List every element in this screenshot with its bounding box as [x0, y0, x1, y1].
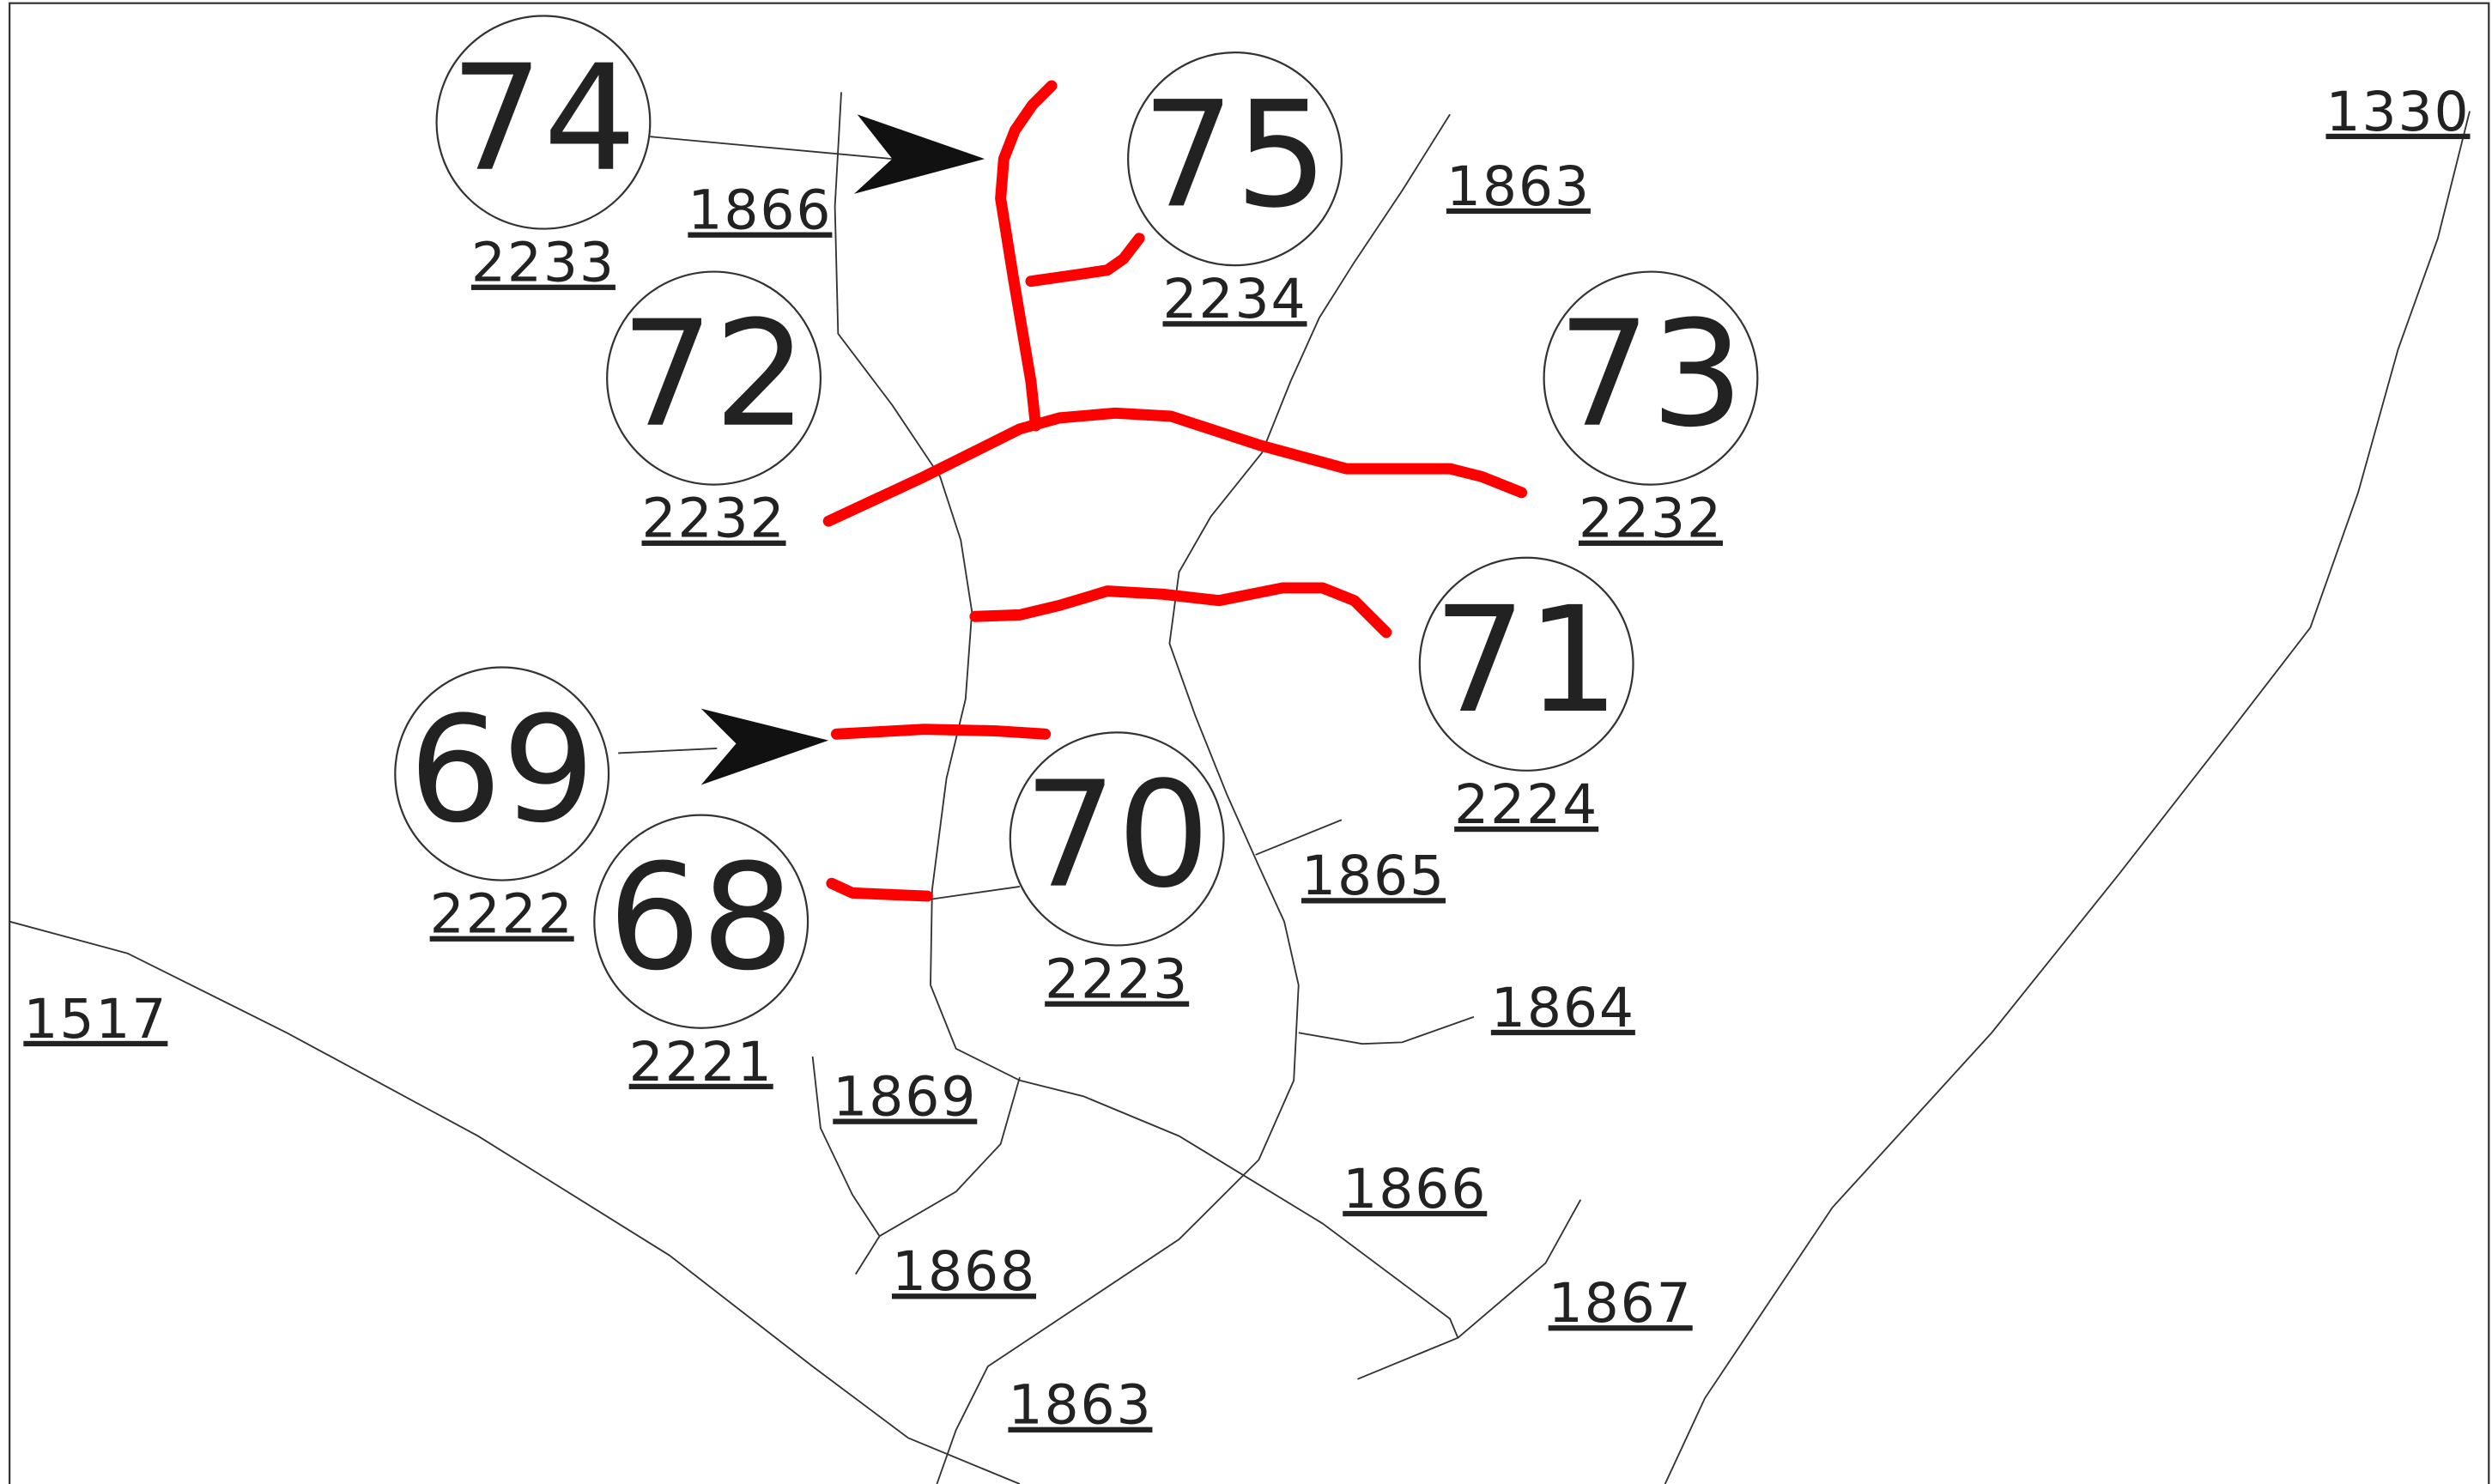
boundary	[9, 920, 1021, 1484]
marker-circle	[394, 666, 610, 881]
marker-number: 68	[608, 833, 794, 1003]
arrow	[700, 708, 829, 785]
parcel-boundaries	[9, 92, 2471, 1484]
markers: 74 2233 75 2234 72 2232 73 2232 71 2224 69 2222 70 22…	[394, 15, 1759, 1093]
parcel-label: 1866	[1343, 1158, 1487, 1221]
parcel-label: 1866	[688, 179, 832, 242]
red-line	[1025, 233, 1145, 288]
parcel-label: 1869	[833, 1066, 977, 1129]
red-line	[995, 80, 1058, 432]
marker-number: 70	[1024, 751, 1210, 921]
marker-number: 71	[1434, 576, 1620, 746]
boundary	[1357, 1199, 1582, 1380]
marker-label: 2233	[471, 232, 615, 294]
marker-label: 2221	[629, 1031, 773, 1093]
marker-circle	[1127, 51, 1343, 267]
parcel-label: 1867	[1549, 1272, 1693, 1335]
marker-number: 75	[1142, 71, 1328, 241]
parcel-label: 1864	[1491, 977, 1635, 1039]
red-line	[830, 724, 1052, 740]
leader	[618, 747, 718, 754]
marker-circle	[1009, 731, 1225, 947]
boundary	[834, 92, 1459, 1339]
marker-label: 2223	[1045, 948, 1189, 1011]
red-line	[826, 877, 933, 902]
boundary	[1664, 111, 2471, 1484]
parcel-label: 1863	[1446, 155, 1591, 218]
marker-label: 2234	[1162, 268, 1307, 330]
marker-number: 69	[409, 686, 595, 856]
leader	[650, 136, 893, 161]
leader	[930, 886, 1021, 900]
marker-circle	[435, 15, 652, 230]
red-lines	[822, 80, 1528, 902]
marker-circle	[606, 270, 822, 486]
boundary	[1298, 1015, 1475, 1045]
boundary	[936, 113, 1451, 1484]
marker-label: 2222	[430, 883, 574, 946]
arrow	[853, 114, 985, 194]
marker-label: 2232	[642, 488, 786, 550]
parcel-labels: 1866 1863 1330 1865 1864 1517 1869 1866 1868 1867…	[23, 81, 2470, 1437]
marker-number: 73	[1557, 290, 1743, 460]
parcel-label: 1868	[892, 1240, 1036, 1303]
red-line	[822, 407, 1528, 527]
marker-label: 2232	[1579, 488, 1723, 550]
red-line	[969, 582, 1392, 639]
marker-circle	[1543, 270, 1759, 486]
parcel-label: 1865	[1301, 845, 1446, 907]
parcel-label: 1863	[1008, 1374, 1152, 1437]
marker-label: 2224	[1454, 773, 1598, 836]
parcel-label: 1517	[23, 988, 167, 1051]
parcel-label: 1330	[2325, 81, 2470, 143]
marker-number: 74	[450, 34, 636, 204]
boundary	[1255, 819, 1343, 856]
boundary	[811, 1056, 881, 1275]
boundary	[879, 1076, 1021, 1238]
marker-circle	[593, 814, 809, 1029]
marker-number: 72	[621, 290, 807, 460]
marker-circle	[1418, 556, 1634, 772]
